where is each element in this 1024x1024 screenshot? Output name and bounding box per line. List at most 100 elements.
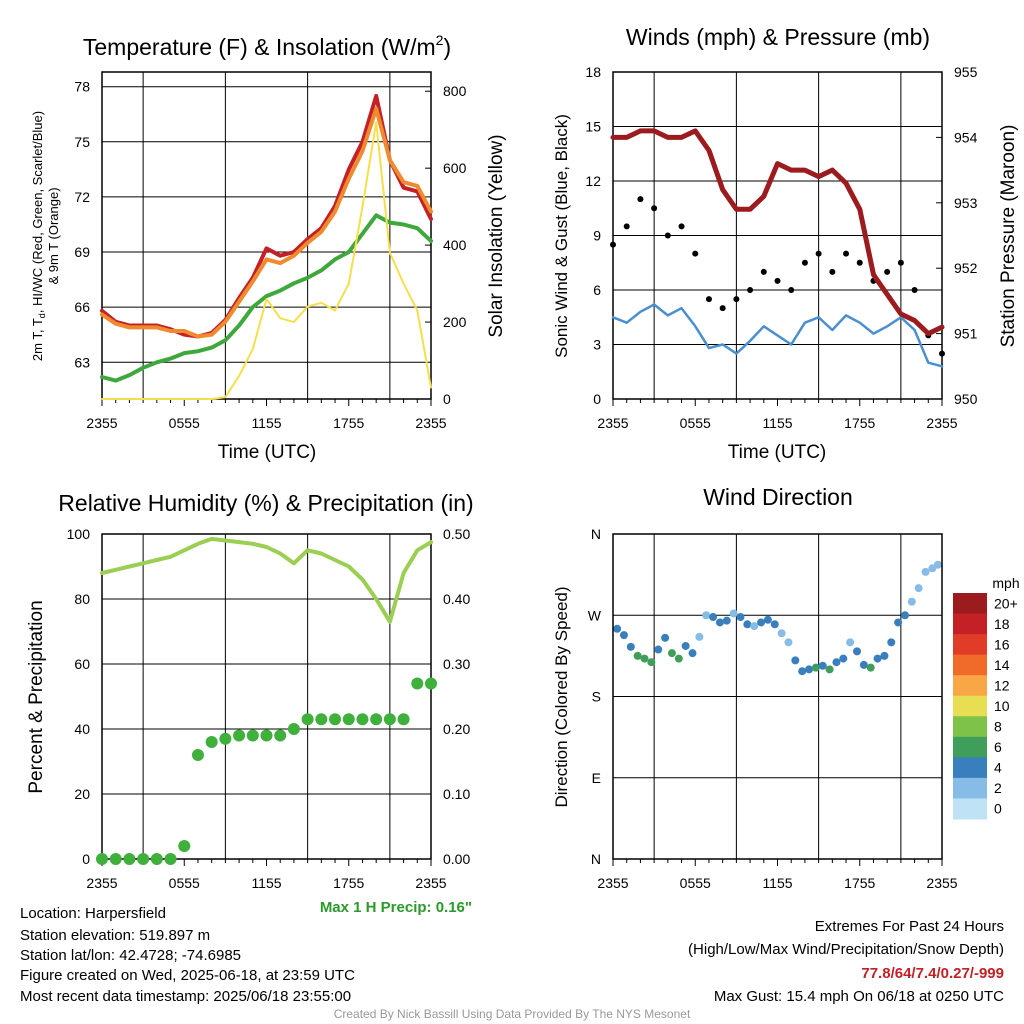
ytick-label-2-3: 60 — [74, 656, 90, 672]
precip-point-4 — [150, 853, 163, 865]
series-line-temp-2 — [100, 213, 433, 383]
colorbar-swatch-4 — [953, 675, 987, 697]
direction-point-34 — [846, 638, 855, 647]
temperature-xlabel: Time (UTC) — [218, 442, 317, 463]
ytick-label-0-2: 69 — [74, 244, 90, 260]
colorbar-title: mph — [992, 575, 1019, 591]
info-created: Figure created on Wed, 2025-06-18, at 23… — [20, 967, 355, 984]
ytick-label-0-1: 66 — [74, 299, 90, 315]
y2tick-label-1-2: 952 — [954, 260, 978, 276]
gust-point-13 — [788, 287, 795, 293]
extremes-subtitle: (High/Low/Max Wind/Precipitation/Snow De… — [688, 941, 1004, 958]
xtick-label-3-2: 1155 — [762, 875, 792, 891]
direction-point-2 — [626, 642, 635, 651]
direction-point-26 — [791, 656, 800, 665]
gust-point-17 — [843, 250, 850, 257]
direction-point-7 — [661, 633, 670, 642]
direction-point-43 — [907, 597, 916, 606]
extremes-values: 77.8/64/7.4/0.27/-999 — [861, 965, 1004, 982]
ytick-label-1-4: 12 — [585, 173, 601, 189]
ytick-label-2-0: 0 — [82, 851, 90, 867]
precip-point-16 — [315, 713, 328, 726]
series-line-wind — [611, 303, 944, 368]
xtick-label-0-4: 2355 — [415, 415, 446, 431]
direction-point-9 — [674, 654, 683, 663]
direction-point-3 — [633, 651, 642, 660]
precip-point-11 — [246, 729, 259, 742]
plot-frame-2 — [101, 533, 432, 860]
y2tick-label-1-4: 954 — [954, 129, 978, 145]
xtick-label-2-3: 1755 — [333, 875, 364, 891]
gust-point-2 — [637, 196, 644, 203]
y2tick-label-0-2: 400 — [443, 237, 467, 253]
colorbar-label-7: 6 — [994, 739, 1002, 755]
ytick-label-3-2: S — [592, 689, 601, 705]
direction-point-45 — [921, 567, 930, 576]
xtick-label-2-4: 2355 — [415, 875, 446, 891]
gust-point-1 — [623, 223, 630, 230]
precip-point-3 — [137, 853, 150, 865]
direction-point-31 — [825, 665, 834, 674]
colorbar-swatch-8 — [953, 757, 987, 779]
y2tick-label-2-3: 0.30 — [443, 656, 470, 672]
xtick-label-1-2: 1155 — [762, 415, 792, 431]
direction-point-39 — [880, 651, 889, 660]
direction-point-37 — [866, 663, 875, 672]
plot-frame-0 — [101, 71, 432, 400]
colorbar-swatch-7 — [953, 736, 987, 758]
direction-point-13 — [702, 611, 711, 620]
xtick-label-0-1: 0555 — [169, 415, 200, 431]
y2tick-label-0-3: 600 — [443, 160, 467, 176]
temperature-ylabel-left: 2m T, Td, HI/WC (Red, Green, Scarlet/Blu… — [30, 111, 47, 361]
direction-point-36 — [859, 660, 868, 669]
ytick-label-1-1: 3 — [593, 337, 601, 353]
precip-point-6 — [178, 840, 191, 852]
colorbar-swatch-10 — [953, 798, 987, 820]
precip-point-1 — [109, 853, 122, 865]
xtick-label-3-4: 2355 — [926, 875, 957, 891]
ytick-label-2-5: 100 — [67, 526, 91, 542]
direction-point-4 — [640, 654, 649, 663]
y2tick-label-1-0: 950 — [954, 391, 978, 407]
winds-ylabel-left: Sonic Wind & Gust (Blue, Black) — [552, 114, 571, 358]
gust-point-6 — [692, 250, 699, 257]
ytick-label-3-4: N — [591, 526, 601, 542]
credit-line: Created By Nick Bassill Using Data Provi… — [333, 1007, 691, 1021]
series-line-temp-3 — [101, 121, 432, 400]
gust-point-9 — [733, 296, 740, 303]
colorbar-label-0: 20+ — [994, 595, 1018, 611]
humidity-panel-title: Relative Humidity (%) & Precipitation (i… — [58, 490, 473, 516]
direction-ylabel-left: Direction (Colored By Speed) — [552, 586, 571, 807]
temperature-panel-title: Temperature (F) & Insolation (W/m2) — [83, 32, 451, 60]
colorbar-swatch-6 — [953, 716, 987, 738]
colorbar-label-3: 14 — [994, 657, 1010, 673]
direction-point-18 — [736, 613, 745, 622]
colorbar-label-9: 2 — [994, 780, 1002, 796]
colorbar-swatch-9 — [953, 777, 987, 799]
gust-point-14 — [801, 259, 808, 266]
direction-point-33 — [839, 654, 848, 663]
ytick-label-1-3: 9 — [593, 228, 601, 244]
ytick-label-3-0: N — [591, 851, 601, 867]
precip-point-9 — [219, 732, 232, 745]
direction-point-19 — [743, 620, 752, 629]
ytick-label-3-1: E — [592, 770, 601, 786]
colorbar-swatch-0 — [953, 593, 987, 615]
series-line-rh — [100, 536, 433, 624]
gust-point-18 — [856, 259, 863, 266]
direction-point-6 — [654, 645, 663, 654]
direction-point-5 — [647, 658, 656, 667]
winds-xlabel: Time (UTC) — [728, 442, 827, 463]
direction-point-35 — [853, 647, 862, 656]
gust-point-20 — [884, 268, 891, 275]
precip-point-15 — [301, 713, 314, 726]
direction-point-42 — [900, 611, 909, 620]
y2tick-label-2-1: 0.10 — [443, 786, 470, 802]
gust-point-7 — [705, 296, 712, 303]
xtick-label-3-3: 1755 — [844, 875, 875, 891]
direction-point-21 — [757, 618, 766, 627]
colorbar-swatch-2 — [953, 634, 987, 656]
colorbar-label-2: 16 — [994, 636, 1010, 652]
xtick-label-3-0: 2355 — [597, 875, 628, 891]
